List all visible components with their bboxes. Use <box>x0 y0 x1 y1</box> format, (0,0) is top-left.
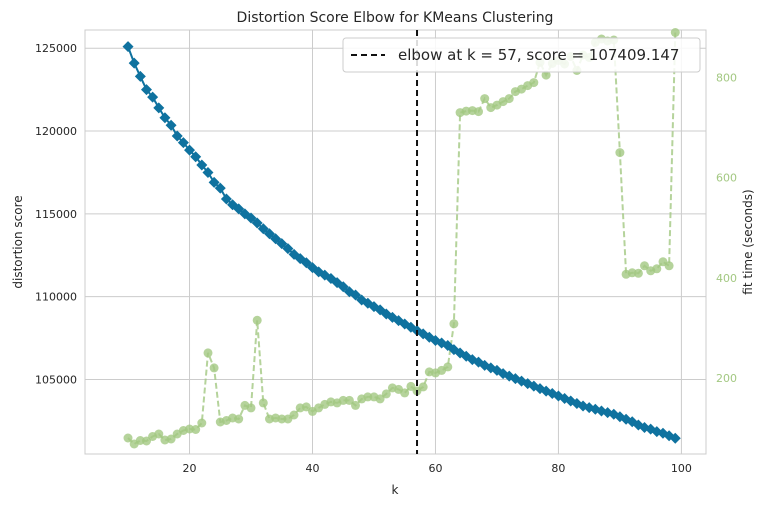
distortion-point <box>177 137 189 149</box>
fit-time-point <box>344 395 354 405</box>
x-tick-label: 80 <box>551 462 565 475</box>
x-tick-label: 20 <box>183 462 197 475</box>
fit-time-point <box>209 363 219 373</box>
x-axis-label: k <box>392 483 399 497</box>
y-axis-label: distortion score <box>11 195 25 288</box>
distortion-point <box>245 212 257 224</box>
legend-label: elbow at k = 57, score = 107409.147 <box>398 46 679 64</box>
distortion-point <box>153 102 165 114</box>
distortion-point <box>233 203 245 215</box>
y-tick-label: 125000 <box>35 42 77 55</box>
distortion-point <box>128 57 140 69</box>
fit-time-point <box>443 362 453 372</box>
y2-tick-label: 200 <box>716 372 737 385</box>
y2-axis-ticks: 200 400 600 800 <box>716 72 737 385</box>
distortion-point <box>196 159 208 171</box>
distortion-point <box>669 432 681 444</box>
fit-time-point <box>474 107 483 117</box>
distortion-point <box>147 91 159 103</box>
fit-time-point <box>246 403 256 413</box>
distortion-point <box>337 281 349 293</box>
y-axis-ticks: 105000 110000 115000 120000 125000 <box>35 42 77 386</box>
distortion-point <box>140 84 152 96</box>
fit-time-point <box>670 28 680 37</box>
y-tick-label: 115000 <box>35 208 77 221</box>
distortion-point <box>214 182 226 194</box>
distortion-point <box>270 233 282 245</box>
chart-title: Distortion Score Elbow for KMeans Cluste… <box>237 10 554 26</box>
distortion-point <box>257 223 269 235</box>
fit-time-point <box>541 70 551 80</box>
y-tick-label: 105000 <box>35 373 77 386</box>
fit-time-point <box>480 94 490 104</box>
fit-time-point <box>375 394 385 404</box>
fit-time-point <box>338 395 348 405</box>
y2-tick-label: 600 <box>716 172 737 185</box>
x-axis-ticks: 20 40 60 80 100 <box>183 462 692 475</box>
y2-tick-label: 800 <box>716 72 737 85</box>
fit-time-point <box>166 434 176 444</box>
x-tick-label: 40 <box>305 462 319 475</box>
fit-time-point <box>197 418 207 428</box>
distortion-point <box>208 176 220 188</box>
fit-time-point <box>529 78 539 88</box>
fit-time-point <box>351 400 360 410</box>
plot-frame <box>84 29 707 455</box>
legend-box <box>342 37 701 73</box>
legend: elbow at k = 57, score = 107409.147 <box>342 37 701 73</box>
fit-time-point <box>301 402 311 412</box>
x-tick-label: 100 <box>671 462 692 475</box>
fit-time-point <box>203 348 213 358</box>
distortion-point <box>190 151 202 163</box>
distortion-point <box>134 70 146 82</box>
fit-time-point <box>633 268 643 278</box>
fit-time-point <box>504 94 514 104</box>
fit-time-point <box>252 315 262 325</box>
y2-tick-label: 400 <box>716 272 737 285</box>
x-tick-label: 60 <box>428 462 442 475</box>
distortion-point <box>276 238 288 250</box>
y2-axis-label: fit time (seconds) <box>741 189 755 294</box>
distortion-point <box>220 193 232 205</box>
fit-time-point <box>449 319 459 329</box>
fit-time-point <box>234 414 244 424</box>
fit-time-point <box>154 429 164 439</box>
distortion-point <box>159 112 171 124</box>
distortion-point <box>263 228 275 240</box>
fit-time-point <box>664 261 674 271</box>
fit-time-point <box>363 392 373 402</box>
distortion-point <box>282 243 294 255</box>
distortion-series <box>122 41 681 444</box>
fit-time-point <box>615 148 625 158</box>
fit-time-point <box>640 261 649 271</box>
fit-time-point <box>289 410 299 420</box>
distortion-point <box>202 166 214 178</box>
distortion-point <box>165 119 177 131</box>
y-tick-label: 120000 <box>35 125 77 138</box>
fit-time-point <box>191 425 201 434</box>
y-tick-label: 110000 <box>35 291 77 304</box>
fit-time-point <box>652 264 662 274</box>
fit-time-point <box>400 388 410 398</box>
distortion-point <box>251 217 263 229</box>
distortion-point <box>171 130 183 142</box>
fit-time-point <box>258 398 268 408</box>
distortion-point <box>122 41 134 53</box>
distortion-point <box>350 289 362 301</box>
fit-time-point <box>123 433 133 443</box>
fit-time-point <box>381 389 391 399</box>
fit-time-point <box>418 382 428 392</box>
distortion-point <box>300 257 312 269</box>
distortion-point <box>184 144 196 156</box>
